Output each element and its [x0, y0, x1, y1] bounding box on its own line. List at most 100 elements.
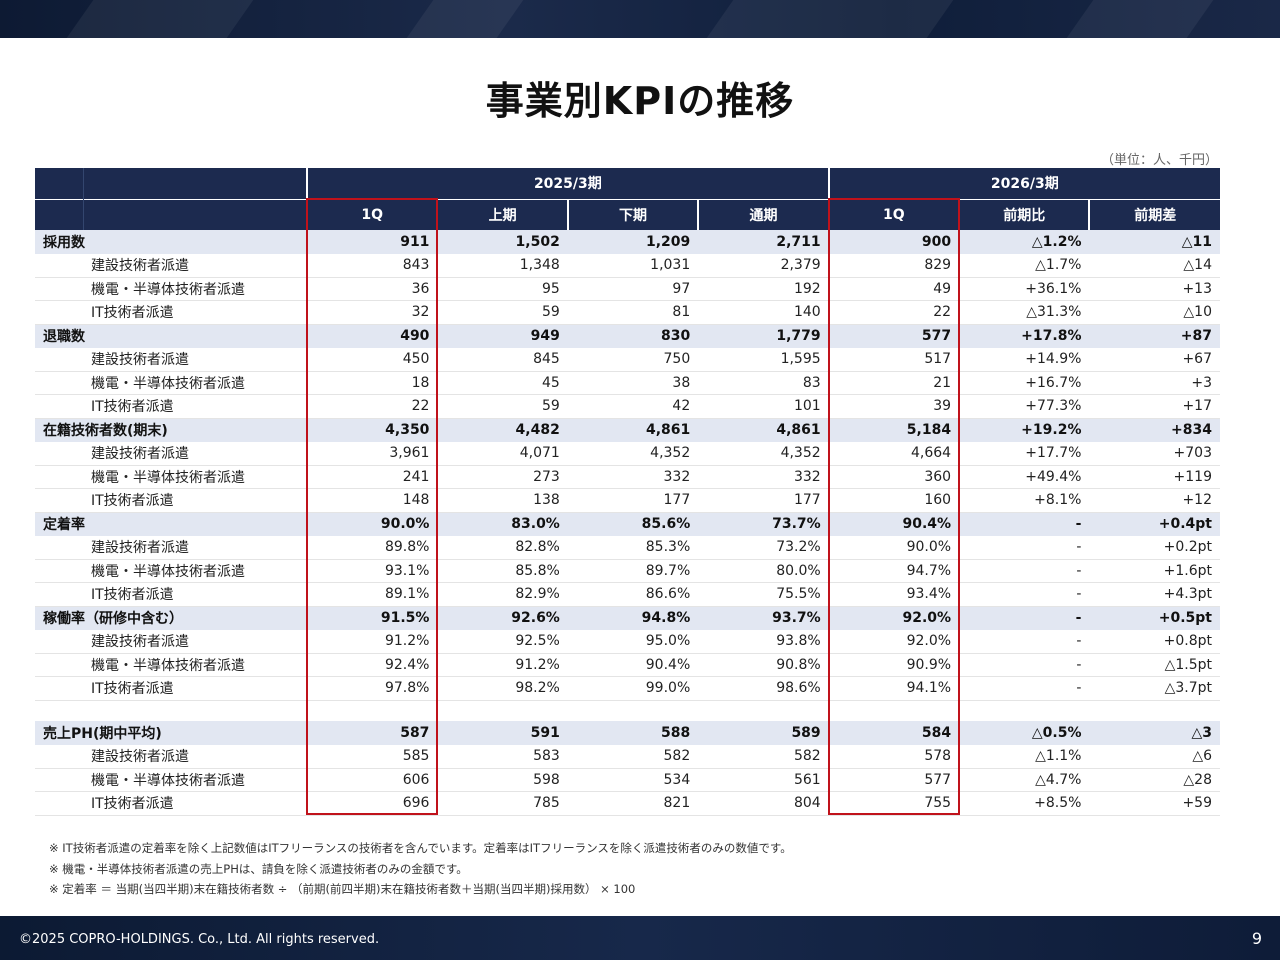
indent-cell	[35, 277, 83, 301]
table-cell: 4,861	[567, 418, 699, 442]
table-cell: 534	[567, 768, 699, 792]
table-cell: 91.2%	[437, 653, 568, 677]
table-cell: 99.0%	[567, 676, 699, 701]
table-cell: 2,379	[698, 253, 829, 278]
indent-cell	[35, 676, 83, 701]
table-cell: +77.3%	[959, 394, 1090, 419]
table-cell: 97	[567, 277, 699, 301]
table-cell: △14	[1089, 253, 1220, 278]
table-cell: 589	[698, 721, 829, 745]
table-cell: +0.8pt	[1089, 629, 1220, 654]
table-cell: 588	[567, 721, 699, 745]
header-blank	[82, 168, 308, 199]
table-cell: 1,779	[698, 324, 829, 348]
table-cell: △1.7%	[959, 253, 1090, 278]
table-cell: +67	[1089, 347, 1220, 372]
table-cell: 750	[567, 347, 699, 372]
table-cell: +8.5%	[959, 791, 1090, 816]
table-cell: 91.2%	[307, 629, 438, 654]
header-blank	[82, 198, 308, 230]
table-cell: 94.8%	[567, 606, 699, 630]
row-label: 売上PH(期中平均)	[35, 721, 308, 745]
table-cell: 4,482	[437, 418, 568, 442]
table-cell: 90.4%	[567, 653, 699, 677]
table-cell: 90.8%	[698, 653, 829, 677]
col-header-2026-1q: 1Q	[827, 198, 960, 230]
table-row-sub: 機電・半導体技術者派遣 93.1% 85.8% 89.7% 80.0% 94.7% - +1.…	[35, 559, 1220, 583]
table-row-sub: IT技術者派遣 148 138 177 177 160 +8.1% +12	[35, 488, 1220, 513]
table-cell: 21	[828, 371, 960, 395]
indent-cell	[35, 465, 83, 489]
table-row-sub: IT技術者派遣 89.1% 82.9% 86.6% 75.5% 93.4% - +4.3pt	[35, 582, 1220, 607]
table-cell: 93.8%	[698, 629, 829, 654]
table-cell: △31.3%	[959, 300, 1090, 325]
table-cell: △4.7%	[959, 768, 1090, 792]
row-label: 機電・半導体技術者派遣	[83, 768, 308, 792]
col-header-2025-h2: 下期	[566, 198, 699, 230]
col-header-2025-fy: 通期	[697, 198, 829, 230]
table-cell: 85.3%	[567, 535, 699, 560]
table-cell: 577	[828, 768, 960, 792]
table-cell: 584	[828, 721, 960, 745]
table-row-sub: 機電・半導体技術者派遣 36 95 97 192 49 +36.1% +13	[35, 277, 1220, 301]
table-cell: +3	[1089, 371, 1220, 395]
page-number: 9	[1251, 929, 1262, 948]
table-cell: △1.2%	[959, 230, 1090, 254]
indent-cell	[35, 629, 83, 654]
footnote: ※ 定着率 ＝ 当期(当四半期)末在籍技術者数 ÷ （前期(前四半期)末在籍技術…	[49, 882, 636, 896]
table-cell: +13	[1089, 277, 1220, 301]
table-cell: 81	[567, 300, 699, 325]
table-cell: 140	[698, 300, 829, 325]
table-cell: 22	[828, 300, 960, 325]
table-cell: 517	[828, 347, 960, 372]
table-cell: -	[959, 676, 1090, 701]
table-cell: 89.8%	[307, 535, 438, 560]
table-cell: 582	[698, 744, 829, 769]
table-cell: 490	[307, 324, 438, 348]
table-cell: 93.1%	[307, 559, 438, 583]
table-row-sub: 建設技術者派遣 843 1,348 1,031 2,379 829 △1.7% △14	[35, 253, 1220, 278]
table-cell: 582	[567, 744, 699, 769]
top-banner	[0, 0, 1280, 38]
table-cell: -	[959, 629, 1090, 654]
table-cell: 94.7%	[828, 559, 960, 583]
kpi-table: 2025/3期 2026/3期 1Q 上期 下期 通期 1Q 前期比 前期差 採…	[35, 168, 1220, 816]
table-cell: 59	[437, 394, 568, 419]
table-cell: 755	[828, 791, 960, 816]
table-cell: 36	[307, 277, 438, 301]
table-cell: 101	[698, 394, 829, 419]
table-cell: -	[959, 535, 1090, 560]
table-cell: 94.1%	[828, 676, 960, 701]
row-label: 機電・半導体技術者派遣	[83, 277, 308, 301]
footnote: ※ IT技術者派遣の定着率を除く上記数値はITフリーランスの技術者を含んでいます…	[49, 841, 792, 855]
table-cell: +0.5pt	[1089, 606, 1220, 630]
indent-cell	[35, 582, 83, 607]
table-cell: 1,502	[437, 230, 568, 254]
indent-cell	[35, 394, 83, 419]
table-cell: 241	[307, 465, 438, 489]
indent-cell	[35, 441, 83, 466]
table-row-sub: 機電・半導体技術者派遣 18 45 38 83 21 +16.7% +3	[35, 371, 1220, 395]
table-cell: -	[959, 582, 1090, 607]
table-cell: 85.6%	[567, 512, 699, 536]
table-cell: -	[959, 559, 1090, 583]
table-cell: 4,664	[828, 441, 960, 466]
table-cell: 85.8%	[437, 559, 568, 583]
table-cell: 91.5%	[307, 606, 438, 630]
table-cell: +87	[1089, 324, 1220, 348]
table-cell: 4,350	[307, 418, 438, 442]
indent-cell	[35, 300, 83, 325]
table-cell: +36.1%	[959, 277, 1090, 301]
table-cell: 83.0%	[437, 512, 568, 536]
unit-note: （単位：人、千円）	[1100, 153, 1218, 168]
table-cell: 578	[828, 744, 960, 769]
indent-cell	[35, 791, 83, 816]
table-cell: 89.1%	[307, 582, 438, 607]
table-cell: +4.3pt	[1089, 582, 1220, 607]
table-cell: +17.8%	[959, 324, 1090, 348]
table-cell: +119	[1089, 465, 1220, 489]
indent-cell	[35, 488, 83, 513]
table-cell: 89.7%	[567, 559, 699, 583]
table-cell: 177	[567, 488, 699, 513]
table-cell: 22	[307, 394, 438, 419]
